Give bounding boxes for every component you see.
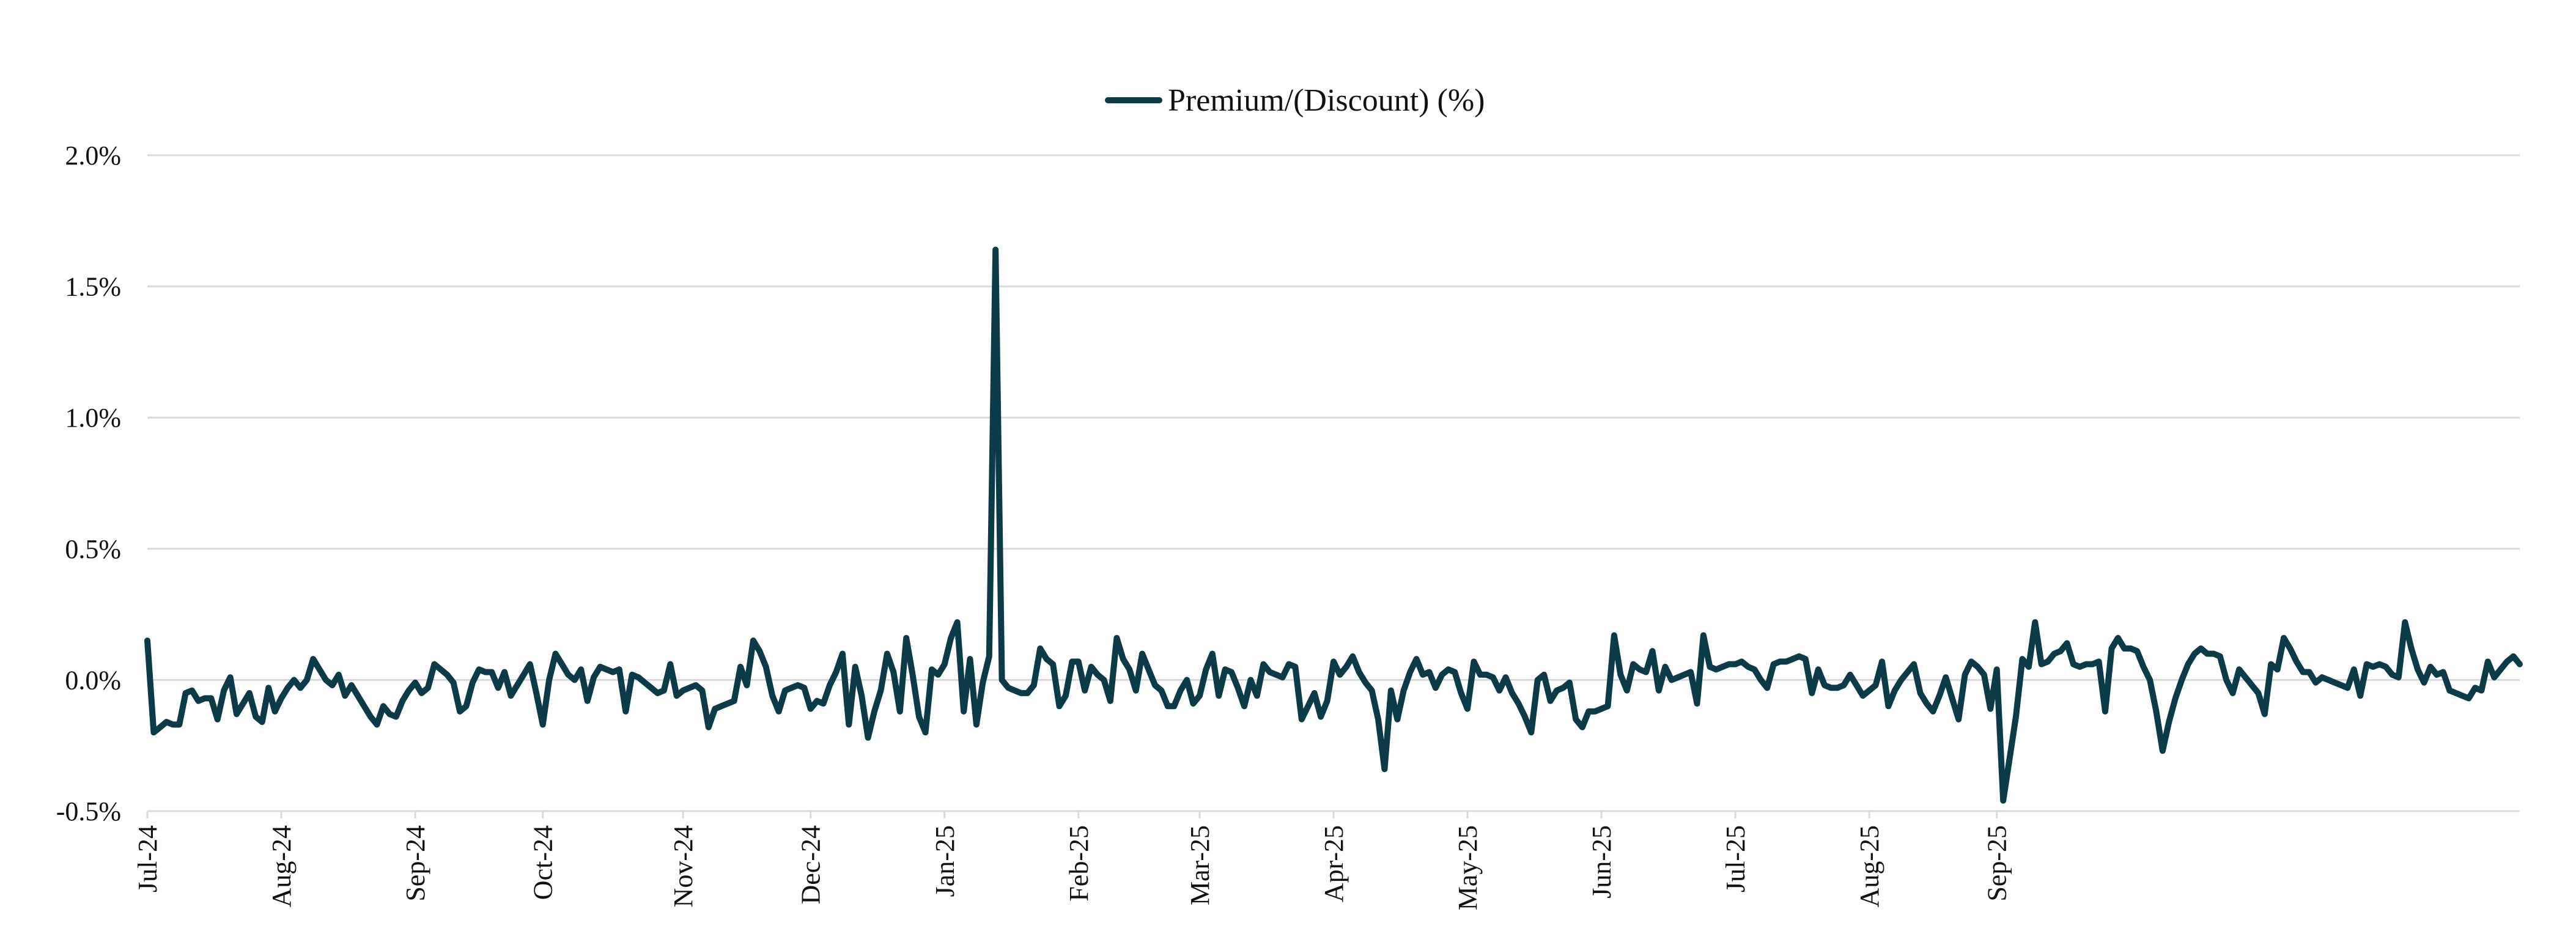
y-axis-tick-labels: -0.5% 0.0% 0.5% 1.0% 1.5% 2.0% bbox=[56, 141, 121, 826]
y-tick-label: 2.0% bbox=[65, 141, 121, 171]
x-tick-label: Feb-25 bbox=[1064, 825, 1094, 902]
x-tick-label: Mar-25 bbox=[1185, 825, 1215, 905]
series-line-premium-discount bbox=[144, 246, 2523, 804]
legend-label: Premium/(Discount) (%) bbox=[1168, 83, 1485, 118]
x-tick-label: Jun-25 bbox=[1587, 825, 1617, 899]
x-tick-label: Oct-24 bbox=[528, 825, 558, 900]
y-tick-label: -0.5% bbox=[56, 796, 121, 826]
x-tick-label: Jan-25 bbox=[930, 825, 960, 897]
series-premium-discount bbox=[144, 246, 2523, 804]
x-tick-label: Apr-25 bbox=[1319, 825, 1349, 902]
x-tick-label: Jul-24 bbox=[133, 825, 163, 892]
chart-legend: Premium/(Discount) (%) bbox=[1105, 83, 1485, 118]
y-tick-label: 0.5% bbox=[65, 534, 121, 564]
x-tick-label: Dec-24 bbox=[796, 825, 826, 905]
x-tick-label: Aug-25 bbox=[1854, 825, 1884, 907]
y-tick-label: 0.0% bbox=[65, 665, 121, 695]
x-tick-label: Sep-25 bbox=[1982, 825, 2012, 902]
y-tick-label: 1.5% bbox=[65, 272, 121, 302]
y-gridlines bbox=[147, 154, 2520, 681]
x-tick-label: Aug-24 bbox=[267, 825, 297, 907]
x-tick-label: Jul-25 bbox=[1721, 825, 1751, 892]
x-tick-label: Nov-24 bbox=[668, 825, 698, 907]
x-axis-tick-labels: Jul-24 Aug-24 Sep-24 Oct-24 Nov-24 Dec-24 Jan-… bbox=[133, 811, 2012, 910]
x-tick-label: Sep-24 bbox=[400, 825, 430, 902]
x-tick-label: May-25 bbox=[1453, 825, 1483, 910]
y-tick-label: 1.0% bbox=[65, 403, 121, 433]
